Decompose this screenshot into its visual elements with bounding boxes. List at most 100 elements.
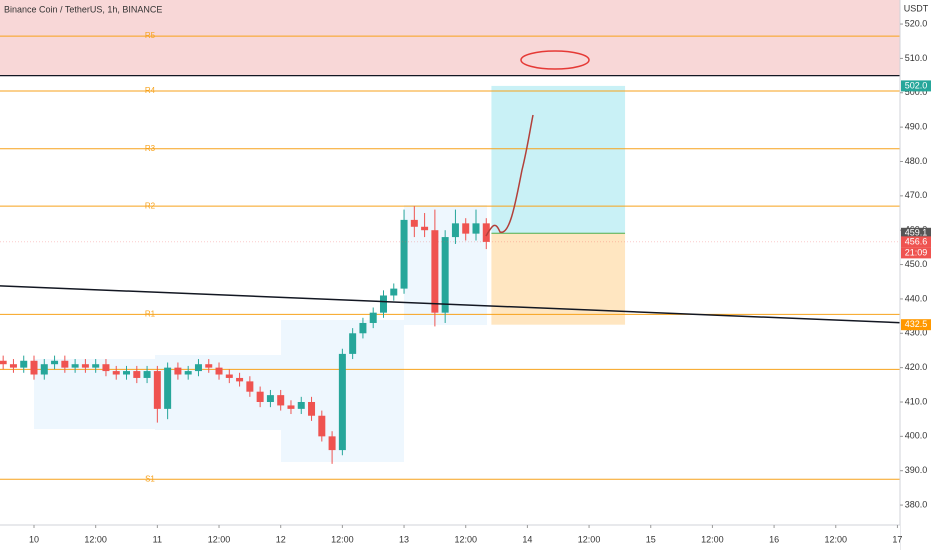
candle-body xyxy=(51,360,59,365)
pivot-label: R5 xyxy=(145,31,156,40)
price-badge-label: 456.6 xyxy=(905,236,928,246)
candle-body xyxy=(297,401,305,409)
candle-body xyxy=(400,219,408,289)
price-badge xyxy=(901,80,931,92)
candle-body xyxy=(451,223,459,238)
candle-body xyxy=(349,333,357,354)
price-badge xyxy=(901,236,931,248)
pivot-label: S1 xyxy=(145,474,155,483)
price-badge xyxy=(901,227,931,239)
x-tick-label: 12:00 xyxy=(824,534,847,544)
y-tick-label: 430.0 xyxy=(905,328,928,338)
y-tick-label: 500.0 xyxy=(905,87,928,97)
x-tick-label: 16 xyxy=(769,534,779,544)
candle-body xyxy=(390,288,398,296)
y-tick-label: 390.0 xyxy=(905,465,928,475)
candle-body xyxy=(61,360,69,368)
target-zone xyxy=(491,85,626,234)
candle-body xyxy=(462,223,470,234)
y-tick-label: 420.0 xyxy=(905,362,928,372)
x-tick-label: 12 xyxy=(276,534,286,544)
candle-body xyxy=(472,223,480,234)
y-tick-label: 440.0 xyxy=(905,293,928,303)
x-tick-label: 15 xyxy=(646,534,656,544)
candle-body xyxy=(359,322,367,334)
candle-body xyxy=(328,436,336,451)
x-tick-label: 13 xyxy=(399,534,409,544)
candle-body xyxy=(194,364,202,372)
candle-body xyxy=(133,371,141,378)
x-tick-label: 14 xyxy=(522,534,532,544)
time-axis xyxy=(0,525,900,550)
price-badge-label: 459.1 xyxy=(905,228,928,238)
candle-body xyxy=(164,367,172,409)
x-tick-label: 12:00 xyxy=(331,534,354,544)
countdown-label: 21:09 xyxy=(905,247,928,257)
candle-body xyxy=(277,395,285,406)
candle-body xyxy=(205,364,213,368)
candle-body xyxy=(112,371,120,375)
candle-body xyxy=(431,230,439,313)
candle-body xyxy=(92,364,100,368)
session-box xyxy=(34,359,155,429)
drawn-curve xyxy=(485,114,534,237)
x-tick-label: 12:00 xyxy=(84,534,107,544)
y-tick-label: 490.0 xyxy=(905,122,928,132)
candle-body xyxy=(40,364,48,375)
candle-body xyxy=(318,415,326,437)
y-tick-label: 410.0 xyxy=(905,396,928,406)
candle-body xyxy=(225,374,233,378)
y-tick-label: 380.0 xyxy=(905,499,928,509)
x-tick-label: 17 xyxy=(892,534,902,544)
pivot-label: R3 xyxy=(145,144,156,153)
candle-body xyxy=(421,226,429,231)
x-tick-label: 12:00 xyxy=(701,534,724,544)
candle-body xyxy=(482,223,490,242)
pivot-label: R2 xyxy=(145,201,156,210)
candle-body xyxy=(246,381,254,392)
candle-body xyxy=(123,371,131,375)
candle-body xyxy=(369,312,377,323)
candle-body xyxy=(266,395,274,402)
candle-body xyxy=(174,367,182,375)
x-tick-label: 12:00 xyxy=(454,534,477,544)
x-tick-label: 12:00 xyxy=(208,534,231,544)
candle-body xyxy=(30,360,38,375)
candle-body xyxy=(153,371,161,409)
resistance-zone xyxy=(0,0,900,76)
candle-body xyxy=(410,219,418,227)
y-tick-label: 400.0 xyxy=(905,431,928,441)
candle-body xyxy=(379,295,387,313)
drawn-ellipse xyxy=(520,50,590,70)
candle-body xyxy=(215,367,223,375)
y-tick-label: 480.0 xyxy=(905,156,928,166)
candle-body xyxy=(0,360,7,365)
candle-body xyxy=(308,401,316,416)
countdown-badge xyxy=(901,247,931,259)
candle-body xyxy=(102,364,110,372)
candle-body xyxy=(287,405,295,409)
pivot-label: R1 xyxy=(145,309,156,318)
trendline xyxy=(0,285,932,325)
y-tick-label: 520.0 xyxy=(905,18,928,28)
pivot-label: R4 xyxy=(145,86,156,95)
x-tick-label: 11 xyxy=(153,534,162,544)
price-badge-label: 432.5 xyxy=(905,319,928,329)
x-tick-label: 10 xyxy=(29,534,39,544)
candle-body xyxy=(236,377,244,382)
candle-body xyxy=(20,360,28,368)
candle-body xyxy=(71,364,79,368)
candle-body xyxy=(81,364,89,368)
price-badge-label: 502.0 xyxy=(905,80,928,90)
price-badge xyxy=(901,319,931,331)
candle-body xyxy=(184,371,192,375)
candle-body xyxy=(441,237,449,313)
candle-body xyxy=(256,391,264,402)
y-tick-label: 510.0 xyxy=(905,53,928,63)
y-tick-label: 470.0 xyxy=(905,190,928,200)
candle-body xyxy=(9,364,17,368)
candle-body xyxy=(143,371,151,378)
price-axis xyxy=(900,0,932,550)
chart-title: Binance Coin / TetherUS, 1h, BINANCE xyxy=(4,4,162,14)
